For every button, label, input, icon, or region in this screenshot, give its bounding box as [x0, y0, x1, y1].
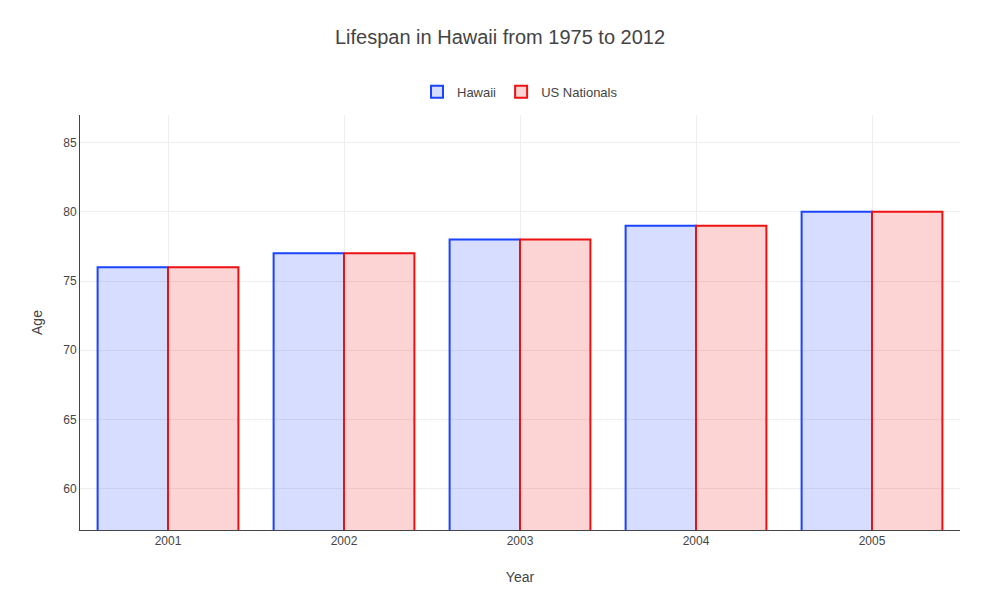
svg-text:Year: Year	[506, 569, 535, 585]
svg-text:70: 70	[63, 343, 77, 357]
svg-text:75: 75	[63, 274, 77, 288]
svg-text:65: 65	[63, 413, 77, 427]
svg-text:60: 60	[63, 482, 77, 496]
svg-text:Age: Age	[29, 310, 45, 335]
svg-text:80: 80	[63, 205, 77, 219]
svg-text:US Nationals: US Nationals	[541, 85, 617, 100]
svg-text:2001: 2001	[155, 534, 182, 548]
svg-text:2003: 2003	[507, 534, 534, 548]
svg-text:2004: 2004	[683, 534, 710, 548]
svg-text:85: 85	[63, 136, 77, 150]
svg-text:Lifespan in Hawaii from 1975 t: Lifespan in Hawaii from 1975 to 2012	[335, 26, 665, 48]
svg-text:Hawaii: Hawaii	[457, 85, 496, 100]
svg-text:2002: 2002	[331, 534, 358, 548]
svg-text:2005: 2005	[859, 534, 886, 548]
